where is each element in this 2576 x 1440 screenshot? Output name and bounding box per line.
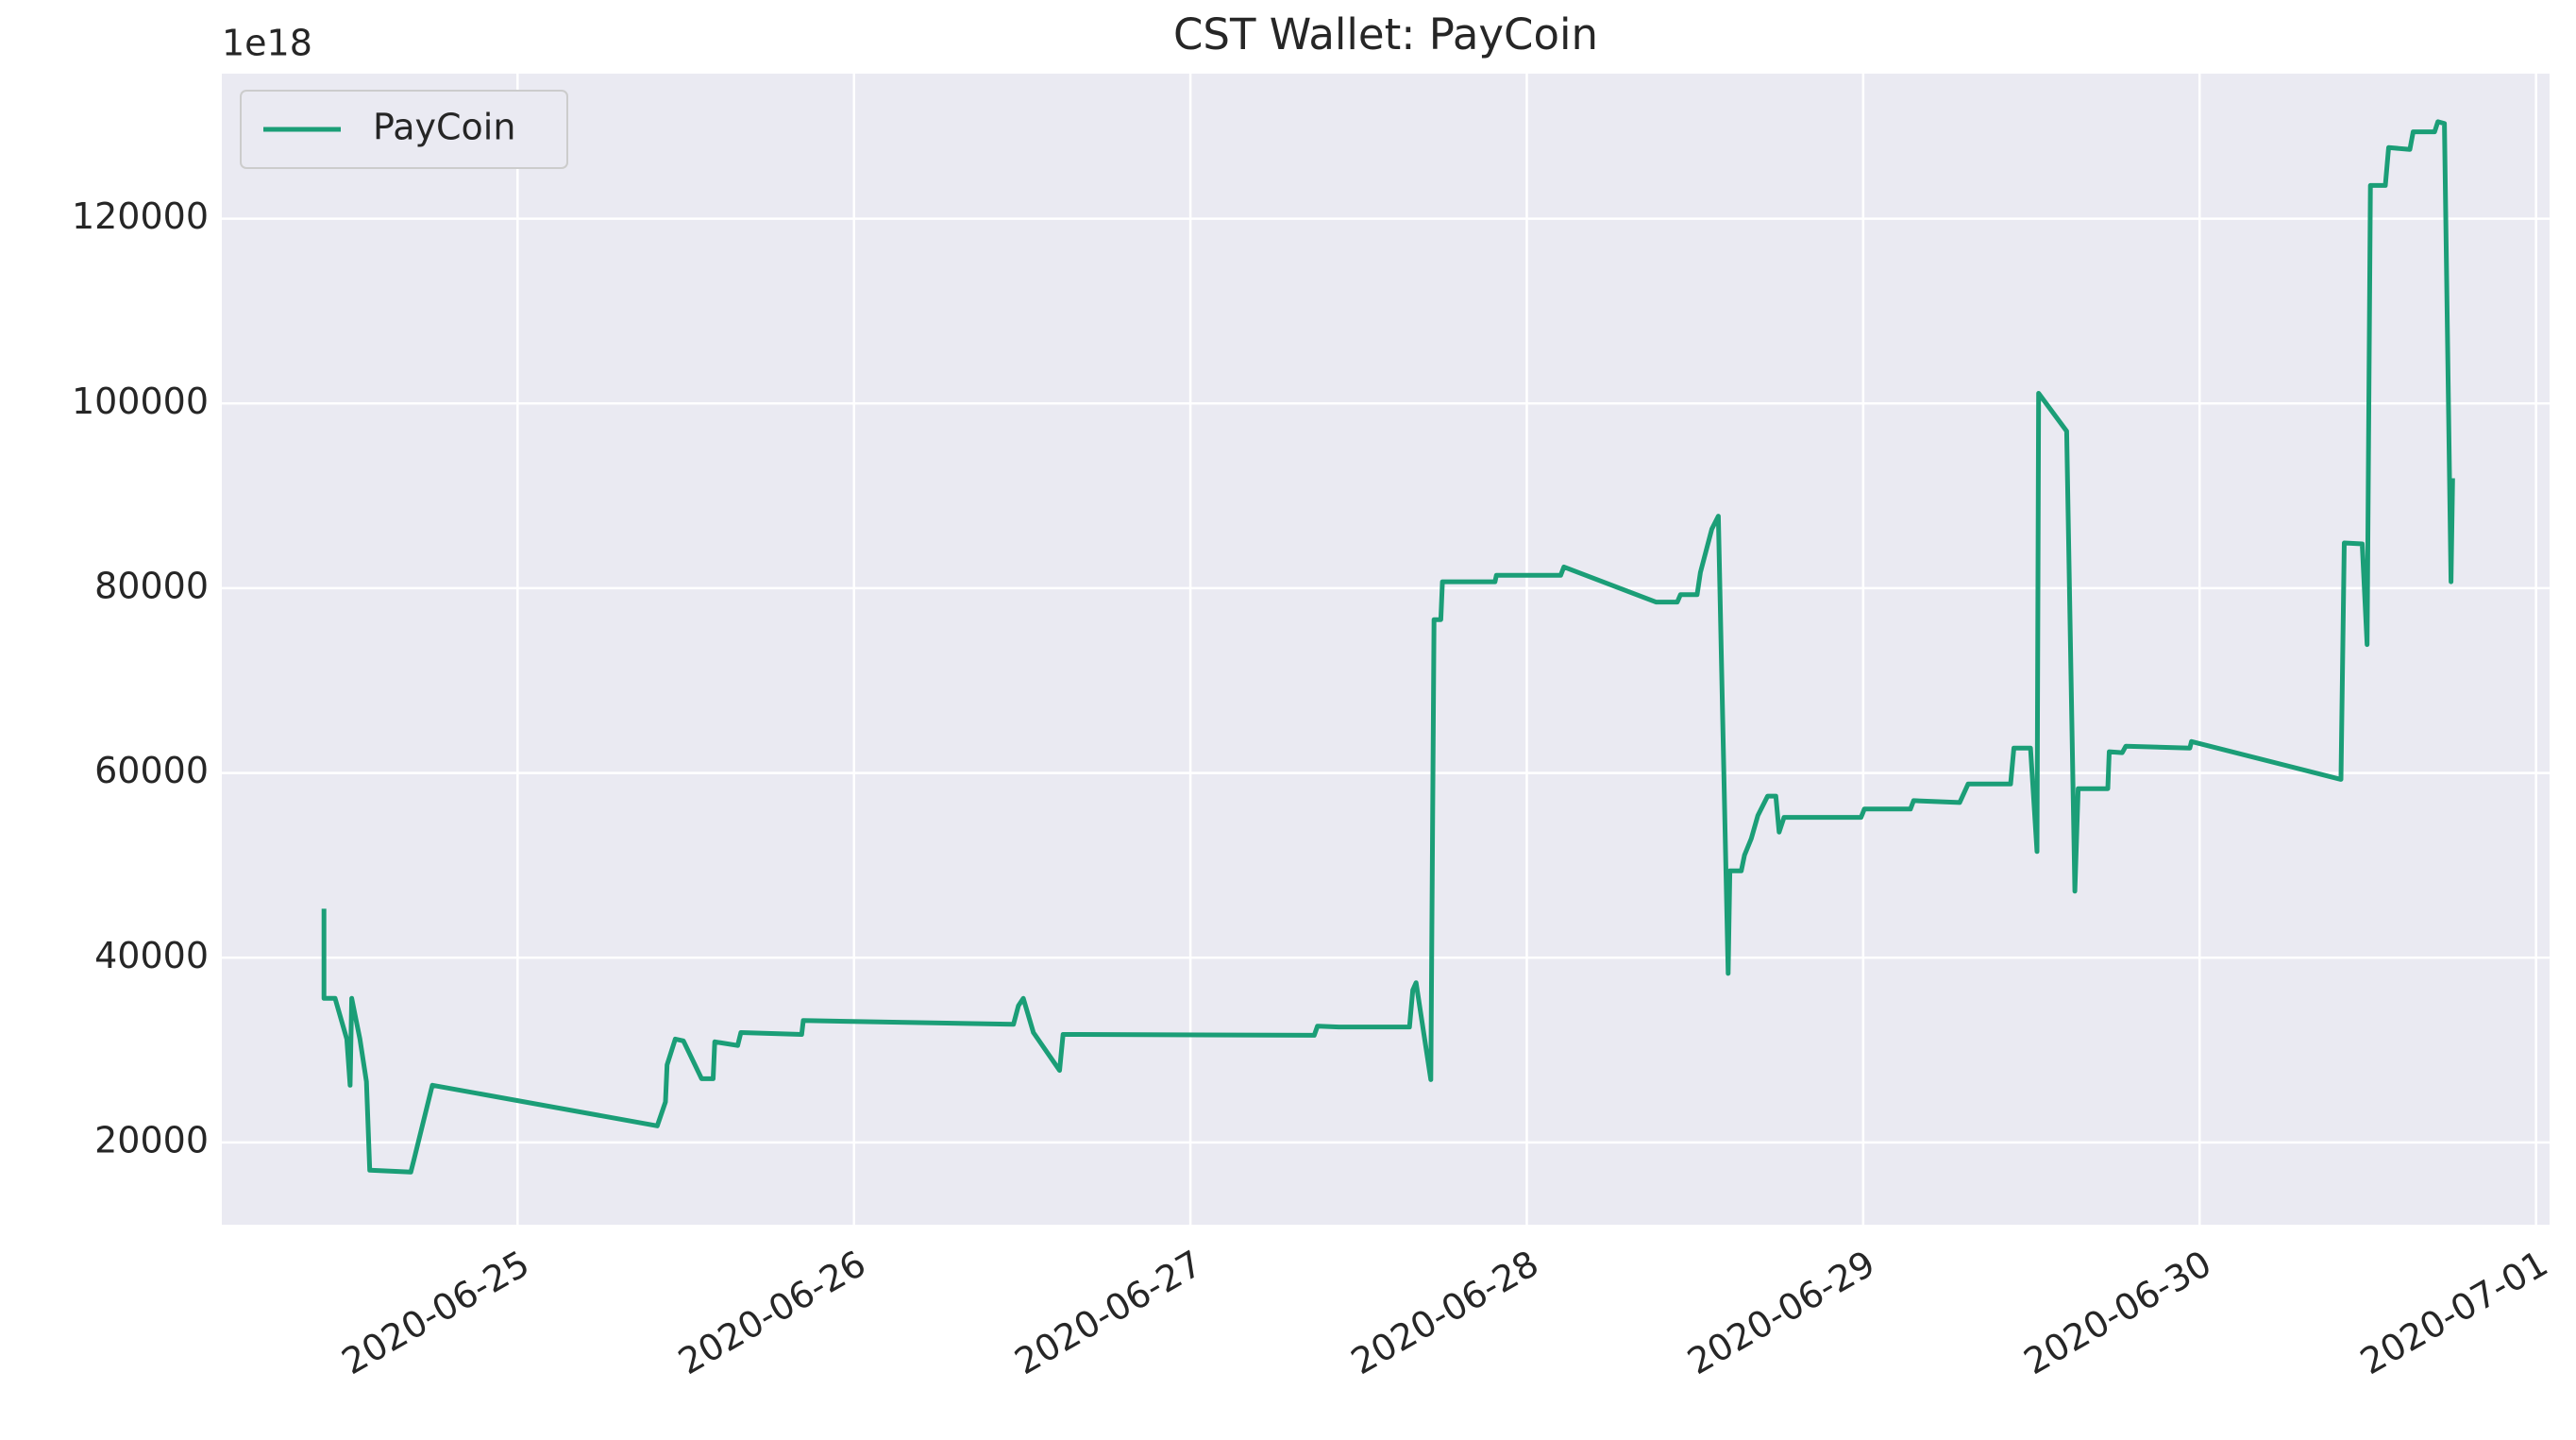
data-line <box>321 119 2455 1175</box>
y-tick-label: 100000 <box>72 381 209 422</box>
x-tick-label: 2020-06-28 <box>1344 1243 1545 1383</box>
y-tick-label: 120000 <box>72 195 209 237</box>
chart-title: CST Wallet: PayCoin <box>1173 9 1598 59</box>
x-tick-label: 2020-06-29 <box>1680 1243 1881 1383</box>
legend-label: PayCoin <box>373 107 515 148</box>
y-tick-label: 60000 <box>94 750 209 791</box>
y-tick-label: 80000 <box>94 565 209 606</box>
x-tick-label: 2020-06-25 <box>335 1243 536 1383</box>
offset-label: 1e18 <box>222 23 312 64</box>
x-tick-label: 2020-07-01 <box>2353 1243 2554 1383</box>
y-tick-label: 20000 <box>94 1119 209 1160</box>
y-tick-label: 40000 <box>94 935 209 976</box>
legend: PayCoin <box>240 90 568 169</box>
legend-box <box>240 90 568 169</box>
x-tick-label: 2020-06-27 <box>1008 1243 1209 1383</box>
x-tick-label: 2020-06-30 <box>2017 1243 2218 1383</box>
plot-area <box>222 74 2550 1225</box>
x-tick-label: 2020-06-26 <box>671 1243 872 1383</box>
